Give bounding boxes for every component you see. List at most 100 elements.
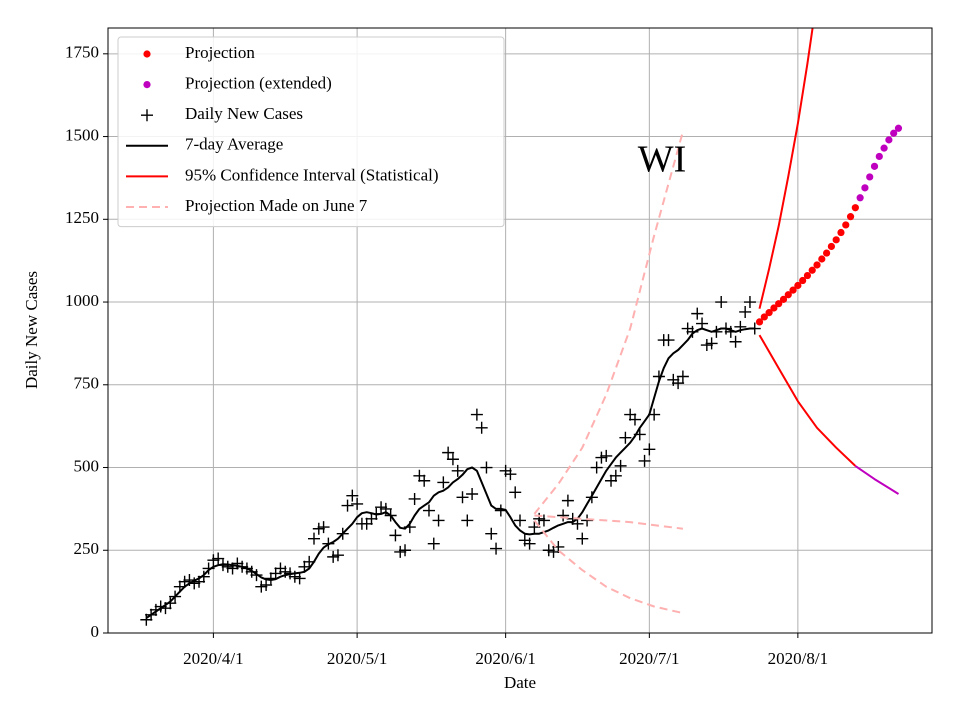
dashed-line (534, 514, 684, 530)
case-marker (475, 421, 488, 434)
case-marker (437, 476, 450, 489)
y-axis-label: Daily New Cases (22, 271, 41, 389)
y-tick-label: 1000 (65, 291, 99, 310)
projection-dot (870, 162, 879, 170)
case-marker (676, 370, 689, 383)
case-marker (432, 514, 445, 527)
projection-dot (784, 291, 792, 299)
case-marker (638, 454, 651, 467)
case-marker (442, 446, 455, 459)
case-marker (331, 549, 344, 562)
case-marker (346, 489, 359, 502)
case-marker (408, 492, 421, 505)
projection-dot (779, 295, 788, 303)
projection-dot (837, 228, 845, 237)
case-marker (351, 497, 364, 510)
legend-label: Daily New Cases (185, 104, 303, 123)
plot-area (140, 28, 903, 626)
legend-label: 95% Confidence Interval (Statistical) (185, 165, 439, 184)
case-marker (537, 514, 550, 527)
projection-dot (799, 276, 807, 285)
y-tick-label: 250 (74, 539, 100, 558)
case-marker (260, 579, 273, 592)
legend-label: Projection Made on June 7 (185, 196, 368, 215)
legend-swatch (143, 81, 151, 89)
case-marker (557, 509, 570, 522)
case-marker (576, 532, 589, 545)
projection-dot (827, 242, 835, 251)
case-marker (514, 514, 526, 527)
case-marker (715, 296, 728, 309)
case-marker (312, 522, 325, 535)
projection-dot (813, 261, 821, 269)
case-marker (480, 461, 493, 474)
case-marker (140, 613, 153, 626)
y-tick-label: 0 (91, 622, 100, 641)
dashed-line (533, 519, 684, 615)
legend-box (117, 36, 505, 228)
y-tick-label: 1500 (65, 125, 99, 144)
projection-dot (861, 184, 869, 192)
case-marker (619, 431, 632, 444)
case-marker (528, 521, 541, 534)
case-marker (700, 339, 713, 352)
case-marker (662, 334, 675, 347)
series-line (854, 465, 900, 495)
case-marker (705, 337, 718, 350)
dashed-line (533, 131, 684, 515)
projection-dot (875, 152, 883, 161)
projection-dot (755, 318, 764, 326)
axes: 0 250 500 750 1000 1250 1500 1750 2020/4/1 2020/5… (65, 43, 828, 668)
case-marker (552, 540, 565, 553)
y-tick-label: 1750 (65, 43, 99, 62)
case-marker (691, 307, 704, 320)
projection-dot (890, 129, 898, 137)
axes-frame (107, 27, 933, 634)
projection-dot (842, 221, 850, 229)
x-tick-label: 2020/5/1 (327, 649, 387, 668)
legend-swatch (143, 50, 151, 58)
series-line (758, 334, 856, 467)
case-marker (365, 512, 378, 525)
y-tick-label: 750 (74, 374, 100, 393)
case-marker (509, 486, 522, 499)
case-marker (485, 527, 498, 540)
y-tick-label: 500 (74, 456, 100, 475)
case-marker (614, 459, 627, 472)
case-marker (561, 494, 574, 507)
case-marker (413, 469, 426, 482)
case-marker (605, 474, 618, 487)
case-marker (609, 469, 622, 482)
x-tick-label: 2020/8/1 (768, 649, 828, 668)
case-marker (581, 514, 594, 527)
case-marker (427, 537, 440, 550)
series-line (758, 28, 814, 309)
case-marker (523, 537, 536, 550)
case-marker (269, 567, 282, 580)
projection-dot (823, 249, 831, 257)
projection-dot (885, 136, 893, 144)
projection-dot (832, 236, 840, 244)
case-marker (399, 544, 412, 557)
projection-dot (794, 281, 802, 290)
case-marker (624, 408, 637, 421)
projection-dot (760, 313, 768, 321)
case-marker (466, 487, 479, 500)
case-marker (729, 335, 742, 348)
case-marker (422, 504, 435, 517)
case-marker (451, 464, 464, 477)
projection-dot (846, 213, 855, 221)
case-marker (739, 305, 752, 318)
projection-dot (856, 194, 864, 202)
case-marker (293, 572, 306, 585)
case-marker (533, 512, 546, 525)
case-marker (327, 550, 340, 563)
case-marker (456, 491, 469, 504)
projection-dot (851, 204, 859, 212)
projection-dot (765, 309, 773, 317)
projection-dot (803, 271, 812, 280)
x-tick-label: 2020/6/1 (475, 649, 535, 668)
case-marker (504, 468, 517, 481)
case-marker (221, 560, 234, 573)
